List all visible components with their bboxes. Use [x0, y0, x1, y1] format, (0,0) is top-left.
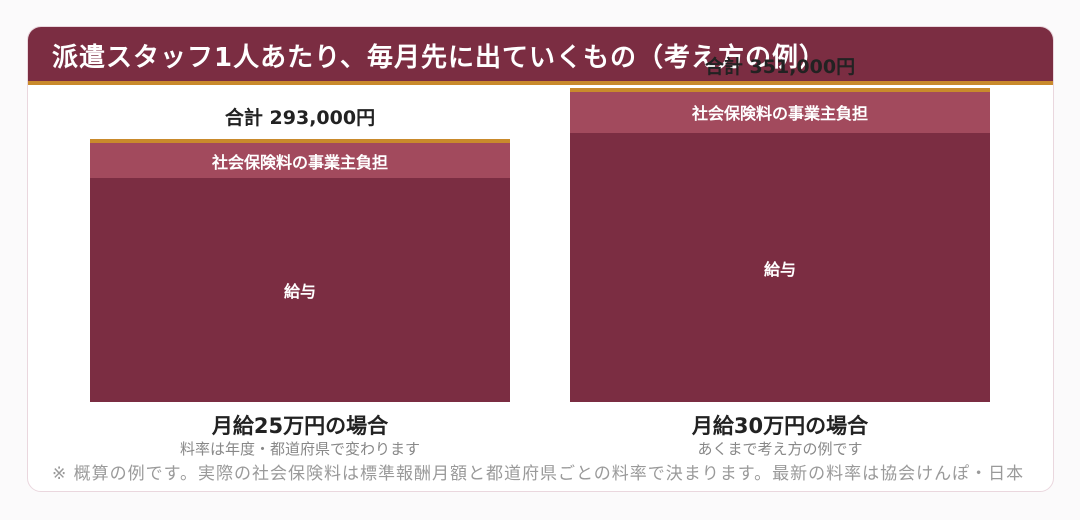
category-subtitle: 料率は年度・都道府県で変わります	[179, 440, 420, 458]
stacked-bar: 社会保険料の事業主負担 給与	[90, 139, 510, 402]
bar-top-accent	[90, 139, 510, 144]
category-subtitle: あくまで考え方の例です	[697, 440, 863, 458]
title-banner: 派遣スタッフ1人あたり、毎月先に出ていくもの（考え方の例）	[28, 27, 1053, 85]
bar-segment-employer-insurance: 社会保険料の事業主負担	[570, 91, 990, 134]
category-label: 月給25万円の場合	[211, 414, 389, 438]
category-label: 月給30万円の場合	[691, 414, 869, 438]
bar-segment-salary: 給与	[90, 177, 510, 402]
bar-top-accent	[570, 87, 990, 92]
bar-segment-employer-insurance: 社会保険料の事業主負担	[90, 143, 510, 178]
bar-total-label: 合計 351,000円	[704, 55, 856, 78]
footnote: ※ 概算の例です。実際の社会保険料は標準報酬月額と都道府県ごとの料率で決まります…	[52, 464, 1025, 484]
bar-total-label: 合計 293,000円	[224, 107, 376, 130]
page-title: 派遣スタッフ1人あたり、毎月先に出ていくもの（考え方の例）	[52, 43, 827, 73]
stacked-bar: 社会保険料の事業主負担 給与	[570, 87, 990, 402]
bar-segment-salary: 給与	[570, 133, 990, 402]
